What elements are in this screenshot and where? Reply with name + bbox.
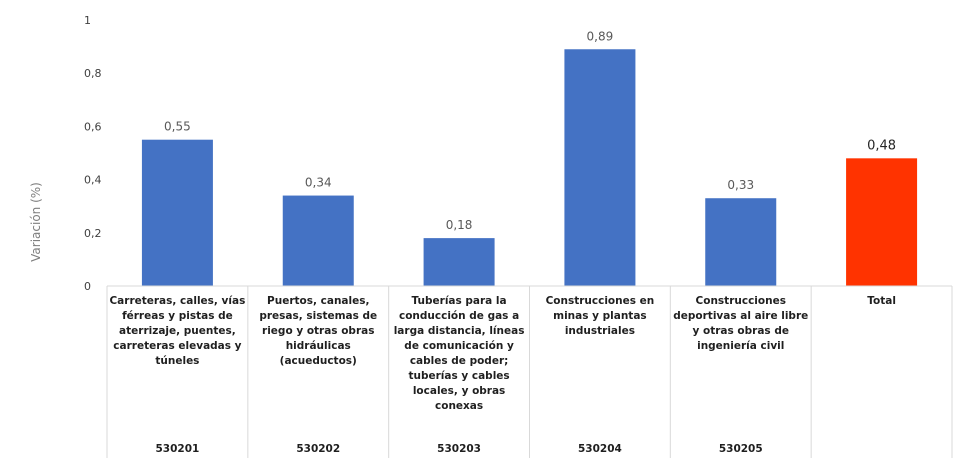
data-label: 0,18 bbox=[446, 218, 473, 232]
data-label: 0,34 bbox=[305, 176, 332, 190]
y-tick-label: 1 bbox=[84, 14, 91, 27]
bars bbox=[141, 49, 918, 287]
y-axis-label: Variación (%) bbox=[29, 182, 43, 262]
x-category-label: Total bbox=[867, 295, 896, 307]
x-category-code: 530201 bbox=[155, 443, 200, 455]
x-category-code: 530203 bbox=[437, 443, 481, 455]
y-tick-label: 0,4 bbox=[84, 174, 102, 187]
x-category-label: Tuberías para la conducción de gas a lar… bbox=[393, 295, 525, 412]
data-label: 0,55 bbox=[164, 120, 191, 134]
x-category-label: Puertos, canales, presas, sistemas de ri… bbox=[259, 295, 378, 367]
x-category-label: Construcciones deportivas al aire libre … bbox=[673, 295, 809, 352]
x-category-label: Carreteras, calles, vías férreas y pista… bbox=[109, 295, 246, 367]
bar bbox=[141, 139, 213, 286]
x-category-code: 530205 bbox=[718, 443, 763, 455]
data-label: 0,48 bbox=[867, 138, 896, 153]
bar bbox=[564, 49, 636, 287]
y-tick-label: 0 bbox=[84, 280, 91, 293]
y-axis-ticks: 0 0,2 0,4 0,6 0,8 1 bbox=[84, 14, 102, 293]
bar bbox=[282, 195, 354, 286]
y-tick-label: 0,8 bbox=[84, 67, 102, 80]
x-category-code: 530204 bbox=[577, 443, 622, 455]
data-label: 0,89 bbox=[587, 29, 614, 43]
category-separators bbox=[106, 286, 953, 458]
data-label: 0,33 bbox=[727, 178, 754, 192]
x-category-code: 530202 bbox=[296, 443, 341, 455]
bar bbox=[705, 198, 777, 286]
data-labels: 0,55 0,34 0,18 0,89 0,33 0,48 bbox=[164, 29, 896, 232]
x-category-label: Construcciones en minas y plantas indust… bbox=[545, 295, 655, 337]
y-tick-label: 0,2 bbox=[84, 227, 102, 240]
bar bbox=[846, 158, 918, 286]
bar bbox=[423, 238, 495, 286]
y-tick-label: 0,6 bbox=[84, 120, 102, 133]
